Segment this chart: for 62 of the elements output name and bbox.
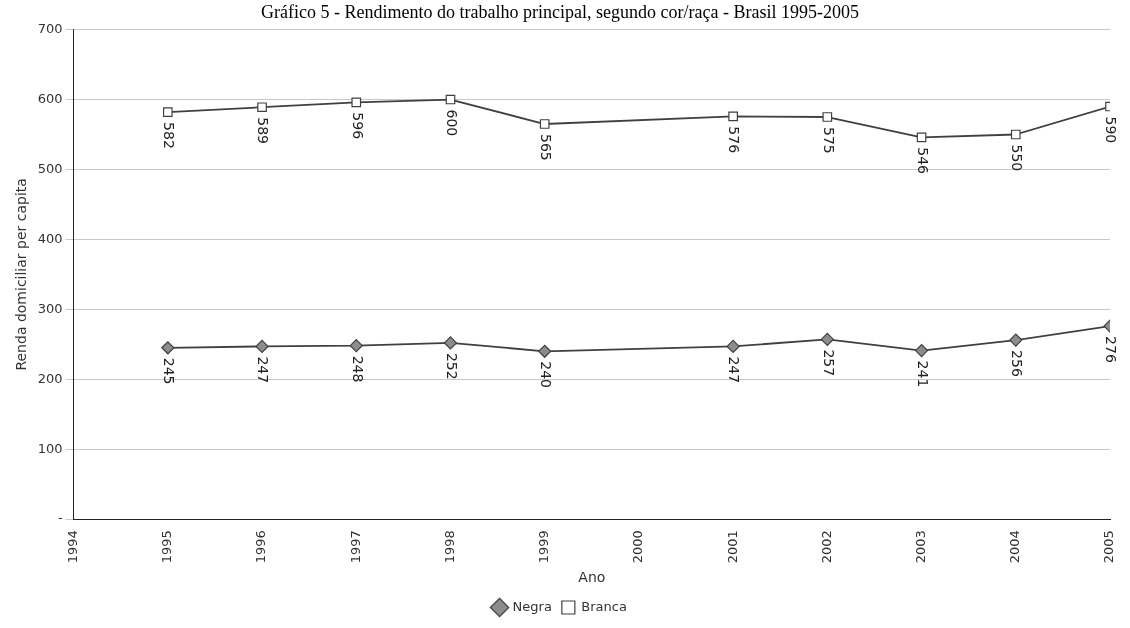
data-label: 252 <box>443 352 460 380</box>
x-tick-label: 1996 <box>253 530 269 564</box>
data-label: 589 <box>255 117 272 144</box>
y-tick-label: 100 <box>37 440 63 456</box>
y-tick-label: 200 <box>37 370 63 386</box>
point <box>539 119 550 129</box>
point <box>728 111 738 122</box>
x-tick-label: 2005 <box>1101 530 1117 564</box>
y-tick-label: 300 <box>37 300 63 316</box>
data-label: 550 <box>1009 144 1026 172</box>
y-axis-title: Renda domiciliar per capita <box>13 178 30 371</box>
point <box>822 112 833 122</box>
data-label: 247 <box>255 356 272 384</box>
point <box>538 344 552 358</box>
legend-label: Branca <box>581 598 627 614</box>
point <box>914 343 929 358</box>
x-tick-label: 2004 <box>1007 530 1023 564</box>
data-label: 576 <box>726 126 743 154</box>
legend-label: Negra <box>512 598 552 614</box>
x-tick-label: 1999 <box>536 530 552 564</box>
y-tick-label: 400 <box>37 230 63 246</box>
point <box>916 132 927 143</box>
chart-title: Gráfico 5 - Rendimento do trabalho principal, segundo cor/raça - Brasil 1995-2005 <box>261 1 859 22</box>
point <box>162 107 173 117</box>
x-tick-label: 1995 <box>159 530 175 564</box>
data-label: 240 <box>538 361 555 389</box>
x-tick-label: 2000 <box>630 530 646 564</box>
point <box>726 339 740 353</box>
x-tick-label: 2003 <box>912 530 928 564</box>
data-label: 257 <box>820 349 837 377</box>
data-label: 256 <box>1009 350 1026 377</box>
point <box>349 339 363 353</box>
data-label: 546 <box>914 147 931 175</box>
point <box>1009 333 1023 347</box>
data-label: 565 <box>538 134 555 161</box>
x-tick-label: 2001 <box>724 530 740 564</box>
y-tick-label: 700 <box>37 20 63 36</box>
data-label: 247 <box>726 356 743 384</box>
x-tick-label: 1998 <box>441 530 457 564</box>
data-label: 245 <box>161 357 178 385</box>
x-tick-label: 1997 <box>347 530 363 564</box>
y-tick-label: - <box>57 510 63 526</box>
point <box>161 341 175 355</box>
data-label: 276 <box>1103 336 1120 363</box>
data-label: 241 <box>914 360 931 388</box>
point <box>257 102 267 113</box>
y-tick-label: 600 <box>37 90 63 106</box>
data-label: 582 <box>161 122 178 149</box>
data-label: 575 <box>820 127 837 154</box>
point <box>1010 129 1021 140</box>
point <box>255 339 269 353</box>
point <box>351 97 362 108</box>
point <box>820 332 834 346</box>
x-axis-title: Ano <box>578 569 606 586</box>
point <box>443 336 458 350</box>
data-label: 596 <box>349 112 366 140</box>
x-tick-label: 2002 <box>818 530 834 564</box>
x-tick-label: 1994 <box>64 530 80 564</box>
y-tick-label: 500 <box>37 160 63 176</box>
data-label: 590 <box>1103 116 1120 144</box>
data-label: 600 <box>443 109 460 137</box>
data-label: 248 <box>349 355 366 383</box>
